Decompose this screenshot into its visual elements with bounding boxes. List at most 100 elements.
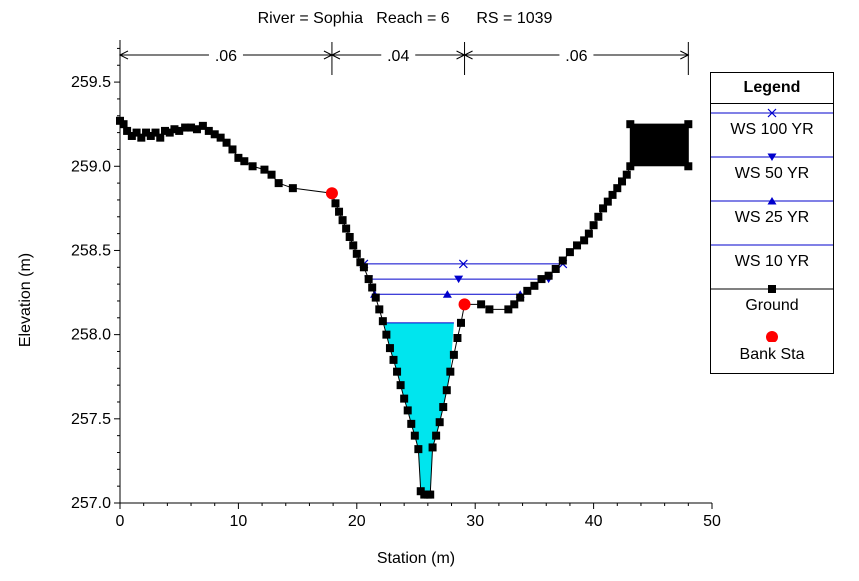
ground-point — [127, 131, 136, 140]
legend-item-bank-sta: Bank Sta — [711, 324, 833, 368]
plot-area — [116, 116, 693, 499]
ground-point — [442, 386, 451, 395]
ground-point — [584, 229, 593, 238]
legend-symbol-ws-10-yr — [711, 244, 833, 246]
ground-point — [393, 367, 402, 376]
ground-point — [142, 128, 151, 137]
ground-point — [342, 224, 351, 233]
ground-point — [599, 204, 608, 213]
ground-point — [371, 293, 380, 302]
ground-point — [558, 256, 567, 265]
ground-point — [378, 317, 387, 326]
ground-point — [160, 126, 169, 135]
roughness-label: .06 — [565, 48, 587, 65]
ground-point — [274, 179, 283, 188]
ground-point — [504, 305, 513, 314]
arrowhead-left — [330, 50, 341, 60]
ground-point — [432, 431, 441, 440]
ground-point — [175, 126, 184, 135]
roughness-annotations: .06 .04 .06 — [118, 42, 690, 75]
ground-point — [613, 184, 622, 193]
legend-label: Bank Sta — [739, 346, 805, 363]
legend-symbol-ws-25-yr — [711, 197, 833, 205]
legend-symbol-ws-100-yr — [711, 108, 833, 118]
ground-point — [414, 445, 423, 454]
ground-point — [551, 264, 560, 273]
ground-point — [216, 133, 225, 142]
ground-point — [210, 130, 219, 139]
y-tick-label: 258.5 — [71, 242, 111, 259]
ground-point — [608, 190, 617, 199]
bank-station-1 — [458, 298, 471, 311]
ground-point — [222, 138, 231, 147]
ground-point — [192, 125, 201, 134]
legend-item-ws-10-yr: WS 10 YR — [711, 236, 833, 280]
ground-point — [356, 258, 365, 267]
chart-title: River = Sophia Reach = 6 RS = 1039 — [258, 10, 553, 27]
ground-point — [368, 283, 377, 292]
ground-point — [396, 381, 405, 390]
ground-point — [580, 236, 589, 245]
ground-line — [119, 120, 689, 496]
arrowhead-left — [463, 50, 473, 60]
ground-point — [137, 133, 146, 142]
ground-point — [204, 126, 213, 135]
legend-item-ws-50-yr: WS 50 YR — [711, 148, 833, 192]
ground-point — [589, 221, 598, 230]
ground-point — [181, 123, 190, 132]
ground-point — [544, 271, 553, 280]
ground-point — [240, 157, 249, 166]
ground-point — [123, 126, 132, 135]
ground-point — [435, 418, 444, 427]
legend-marker — [766, 331, 778, 342]
ground-point — [170, 125, 179, 134]
ground-point — [382, 330, 391, 339]
ground-point — [234, 153, 243, 162]
ws-marker-ws-100-yr-1 — [458, 259, 468, 269]
ground-point — [389, 355, 398, 364]
ground-point — [446, 367, 455, 376]
ground-point — [456, 318, 465, 327]
legend-label: WS 100 YR — [730, 121, 814, 138]
ground-point — [407, 419, 416, 428]
ground-point — [119, 120, 128, 129]
x-tick-label: 30 — [466, 513, 484, 530]
ws-marker-ws-25-yr-1 — [442, 290, 452, 298]
ground-point — [477, 300, 486, 309]
ground-point — [565, 248, 574, 257]
ground-point — [132, 128, 141, 137]
y-axis-label: Elevation (m) — [17, 253, 34, 347]
ground-point — [156, 133, 165, 142]
ground-point — [151, 128, 160, 137]
y-tick-label: 258.0 — [71, 327, 111, 344]
ground-point — [453, 334, 462, 343]
ground-point — [248, 162, 257, 171]
ground-point — [626, 120, 635, 129]
ground-block — [630, 124, 689, 167]
legend: Legend WS 100 YR WS 50 YR WS 25 YR WS 10 YR… — [710, 72, 834, 374]
ground-point — [198, 121, 207, 130]
legend-title: Legend — [711, 73, 833, 104]
ground-point — [439, 403, 448, 412]
ground-point — [375, 305, 384, 314]
ground-point — [603, 197, 612, 206]
ground-point — [345, 232, 354, 241]
ground-point — [626, 162, 635, 171]
legend-marker — [768, 285, 776, 293]
y-tick-label: 259.0 — [71, 158, 111, 175]
legend-items: WS 100 YR WS 50 YR WS 25 YR WS 10 YR Ground B… — [711, 104, 833, 368]
ground-point — [335, 207, 344, 216]
ground-point — [385, 344, 394, 353]
water-fill — [384, 322, 454, 495]
ground-point — [349, 241, 358, 250]
ground-point — [338, 216, 347, 225]
ground-point — [684, 120, 693, 129]
ground-point — [260, 165, 269, 174]
legend-marker — [767, 108, 777, 118]
ground-point — [288, 184, 297, 193]
ground-point — [331, 199, 340, 208]
legend-symbol-ws-50-yr — [711, 153, 833, 161]
y-tick-label: 259.5 — [71, 74, 111, 91]
ground-point — [146, 131, 155, 140]
